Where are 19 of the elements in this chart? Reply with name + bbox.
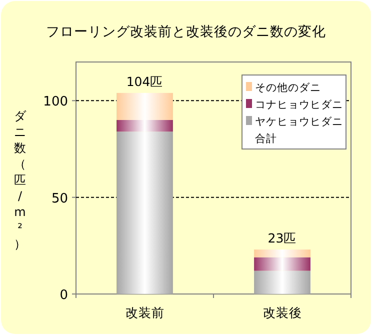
y-tick-label: 50 bbox=[51, 191, 68, 206]
total-label: 104匹 bbox=[126, 74, 164, 89]
chart-title: フローリング改装前と改装後のダニ数の変化 bbox=[46, 24, 326, 40]
text: ダニ数（匹/m²） bbox=[14, 109, 26, 251]
annotation: 合計 bbox=[255, 132, 277, 145]
bar bbox=[116, 120, 173, 132]
bar bbox=[254, 250, 310, 258]
y-tick-label: 100 bbox=[43, 94, 68, 110]
x-tick-label: 改装前 bbox=[125, 305, 164, 320]
y-tick-label: 0 bbox=[60, 288, 68, 303]
bar bbox=[116, 132, 173, 294]
x-tick-label: 改装後 bbox=[262, 305, 302, 320]
bar bbox=[116, 92, 173, 120]
bar bbox=[254, 257, 310, 271]
legend-label: ヤケヒョウヒダニ bbox=[255, 116, 343, 128]
legend-label: その他のダニ bbox=[255, 82, 321, 94]
bar bbox=[254, 270, 310, 294]
legend-label: コナヒョウヒダニ bbox=[255, 99, 343, 111]
total-label: 23匹 bbox=[268, 230, 297, 246]
